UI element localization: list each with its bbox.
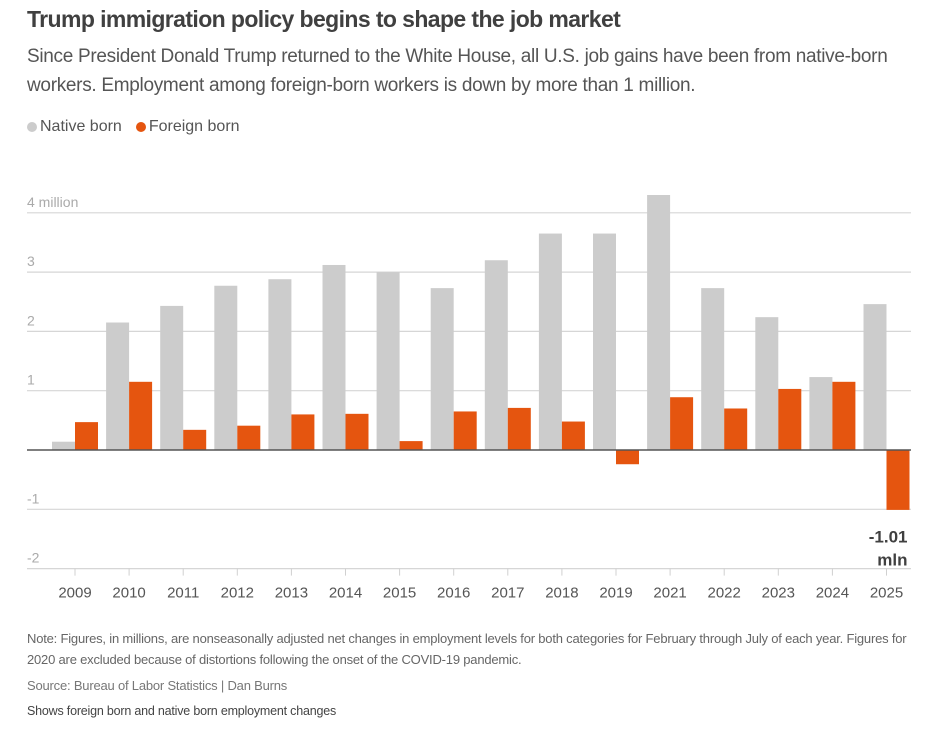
bar-native-born-2014 (322, 264, 346, 450)
bar-foreign-born-2013 (291, 414, 315, 450)
bar-foreign-born-2017 (507, 407, 531, 450)
y-tick-label: -1 (27, 490, 40, 506)
bar-foreign-born-2018 (561, 421, 585, 450)
legend-item-foreign-born: Foreign born (135, 118, 240, 136)
x-tick-label: 2014 (329, 585, 362, 602)
bar-native-born-2016 (430, 288, 454, 450)
bar-foreign-born-2014 (345, 413, 369, 450)
bar-foreign-born-2022 (724, 408, 748, 450)
source-credit: Source: Bureau of Labor Statistics | Dan… (27, 678, 288, 693)
footnote: Note: Figures, in millions, are nonseaso… (27, 631, 907, 667)
bar-native-born-2025 (863, 304, 887, 450)
bar-foreign-born-2012 (237, 425, 261, 450)
annotation-label: mln (877, 550, 907, 569)
annotation-label: -1.01 (869, 527, 908, 546)
bar-native-born-2024 (809, 377, 833, 450)
bar-native-born-2018 (538, 233, 562, 450)
bar-chart: -2 -1 1 2 3 4 million 2009 2010 2011 2012 2013 2014… (27, 194, 911, 602)
x-tick-label: 2022 (708, 585, 741, 602)
bar-native-born-2023 (755, 317, 779, 450)
legend-label-native-born: Native born (40, 118, 122, 135)
chart-description: Shows foreign born and native born emplo… (27, 704, 337, 718)
bar-native-born-2009 (52, 441, 75, 450)
bar-native-born-2010 (106, 322, 130, 450)
chart-title: Trump immigration policy begins to shape… (27, 6, 621, 32)
bar-native-born-2021 (647, 195, 671, 450)
x-tick-label: 2013 (275, 585, 308, 602)
x-tick-label: 2011 (167, 585, 199, 602)
bar-foreign-born-2021 (670, 397, 694, 450)
bar-native-born-2012 (214, 285, 238, 450)
bar-foreign-born-2025 (886, 450, 910, 510)
x-tick-label: 2016 (437, 585, 470, 602)
bar-foreign-born-2023 (778, 388, 802, 450)
y-tick-label: 3 (27, 253, 35, 269)
x-tick-label: 2012 (221, 585, 254, 602)
x-tick-label: 2017 (491, 585, 524, 602)
x-tick-label: 2010 (112, 585, 145, 602)
x-tick-label: 2015 (383, 585, 416, 602)
bar-native-born-2019 (593, 233, 616, 450)
y-tick-label: 1 (27, 372, 35, 388)
legend-item-native-born: Native born (27, 118, 122, 136)
legend-label-foreign-born: Foreign born (148, 118, 240, 135)
x-tick-label: 2019 (599, 585, 632, 602)
bar-foreign-born-2024 (832, 381, 856, 450)
x-tick-label: 2024 (816, 585, 849, 602)
bar-foreign-born-2019 (616, 450, 639, 465)
legend-swatch-native-born (27, 122, 37, 132)
bar-native-born-2022 (701, 288, 725, 450)
bar-native-born-2017 (484, 260, 508, 450)
y-tick-label: -2 (27, 550, 40, 566)
legend: Native born Foreign born (27, 118, 240, 136)
bar-foreign-born-2009 (75, 422, 98, 450)
bar-foreign-born-2016 (453, 411, 477, 450)
bar-native-born-2013 (268, 279, 292, 450)
y-tick-label: 4 million (27, 194, 78, 210)
bar-foreign-born-2011 (183, 429, 207, 450)
bar-foreign-born-2015 (399, 441, 423, 450)
y-tick-label: 2 (27, 312, 35, 328)
x-tick-label: 2025 (870, 585, 903, 602)
x-tick-label: 2023 (762, 585, 795, 602)
bar-foreign-born-2010 (129, 381, 153, 450)
legend-swatch-foreign-born (135, 122, 146, 132)
chart-subtitle: Since President Donald Trump returned to… (27, 46, 888, 96)
x-tick-label: 2021 (653, 585, 686, 602)
bar-native-born-2011 (160, 305, 184, 450)
x-tick-label: 2009 (58, 585, 91, 602)
bar-native-born-2015 (376, 272, 400, 450)
x-tick-label: 2018 (545, 585, 578, 602)
